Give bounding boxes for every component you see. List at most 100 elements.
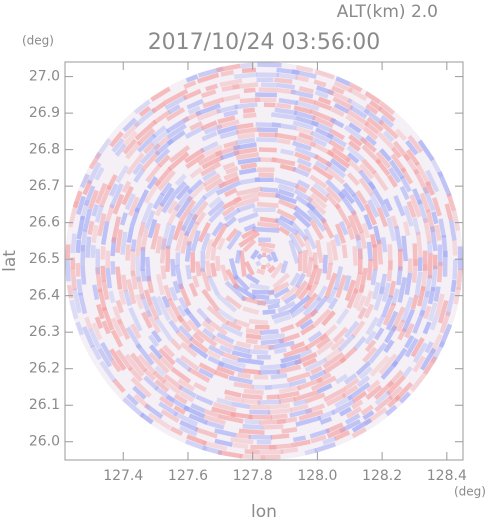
echo-cell (150, 222, 161, 250)
echo-cell (110, 329, 124, 348)
echo-cell (137, 222, 146, 237)
echo-cell (238, 167, 257, 175)
echo-cell (236, 137, 256, 145)
echo-cell (120, 231, 128, 255)
echo-cell (355, 190, 368, 206)
echo-cell (178, 324, 194, 342)
echo-cell (289, 272, 301, 287)
echo-cell (378, 119, 399, 140)
echo-cell (417, 139, 435, 162)
echo-cell (244, 419, 261, 425)
echo-cell (341, 244, 348, 259)
echo-cell (145, 163, 162, 183)
echo-cell (274, 132, 297, 141)
echo-cell (310, 192, 328, 209)
echo-cell (221, 94, 241, 103)
echo-cell (151, 330, 163, 343)
echo-cell (75, 262, 81, 277)
echo-cell (373, 327, 385, 341)
echo-cell (276, 208, 297, 222)
echo-cell (121, 180, 132, 194)
echo-cell (432, 254, 438, 270)
echo-cell (244, 449, 261, 455)
echo-cell (200, 232, 211, 251)
echo-cell (252, 207, 276, 213)
echo-cell (380, 360, 399, 380)
echo-cell (415, 231, 424, 259)
echo-cell (97, 347, 113, 368)
echo-cell (425, 181, 435, 196)
echo-cell (231, 350, 253, 360)
echo-cell (306, 281, 319, 298)
echo-cell (88, 189, 99, 210)
echo-cell (452, 240, 458, 256)
echo-cell (429, 313, 440, 331)
echo-cell (120, 274, 129, 292)
echo-cell (352, 390, 368, 404)
echo-cell (118, 289, 127, 305)
echo-cell (258, 172, 274, 178)
echo-cell (402, 221, 411, 236)
echo-cell (346, 145, 365, 162)
echo-cell (100, 220, 110, 246)
x-axis-label: lon (251, 502, 277, 521)
echo-cell (422, 186, 436, 212)
echo-cell (94, 138, 112, 160)
echo-cell (302, 235, 315, 262)
echo-cell (191, 200, 209, 222)
echo-cell (270, 413, 288, 420)
echo-cell (203, 414, 227, 426)
echo-cell (376, 207, 388, 228)
echo-cell (343, 373, 358, 385)
echo-cell (201, 130, 218, 142)
echo-cell (159, 395, 174, 408)
echo-cell (66, 284, 74, 299)
echo-cell (205, 83, 219, 92)
echo-cell (347, 87, 368, 102)
echo-cell (165, 224, 176, 250)
echo-cell (326, 426, 347, 439)
echo-cell (150, 86, 171, 102)
echo-cell (277, 183, 295, 193)
echo-cell (216, 124, 238, 135)
echo-cell (438, 323, 453, 348)
echo-cell (154, 167, 172, 187)
echo-cell (362, 410, 375, 421)
echo-cell (189, 166, 204, 179)
echo-cell (233, 381, 255, 390)
echo-cell (400, 167, 414, 185)
echo-cell (361, 158, 377, 175)
echo-cell (385, 310, 399, 331)
echo-cell (202, 169, 218, 182)
echo-cell (294, 100, 320, 112)
echo-cell (262, 424, 284, 430)
echo-cell (306, 264, 319, 291)
echo-cell (185, 74, 199, 83)
echo-cell (366, 259, 373, 281)
echo-cell (211, 335, 235, 350)
echo-cell (291, 69, 317, 79)
echo-cell (259, 419, 286, 425)
echo-cell (92, 284, 100, 300)
echo-cell (351, 399, 364, 410)
echo-cell (293, 110, 316, 121)
echo-cell (374, 390, 392, 406)
echo-cell (252, 384, 272, 390)
echo-cell (288, 232, 304, 255)
echo-cell (185, 439, 208, 452)
echo-cell (173, 188, 193, 212)
echo-cell (380, 237, 388, 253)
echo-cell (298, 96, 316, 105)
echo-cell (365, 384, 383, 400)
echo-cell (201, 440, 228, 452)
echo-cell (172, 220, 184, 241)
echo-cell (203, 408, 221, 419)
echo-cell (351, 417, 373, 433)
echo-cell (166, 306, 179, 324)
echo-cell (348, 140, 361, 152)
echo-cell (373, 380, 395, 400)
echo-cell (326, 88, 353, 104)
echo-cell (179, 425, 198, 437)
echo-cell (257, 127, 278, 133)
echo-cell (225, 166, 239, 175)
